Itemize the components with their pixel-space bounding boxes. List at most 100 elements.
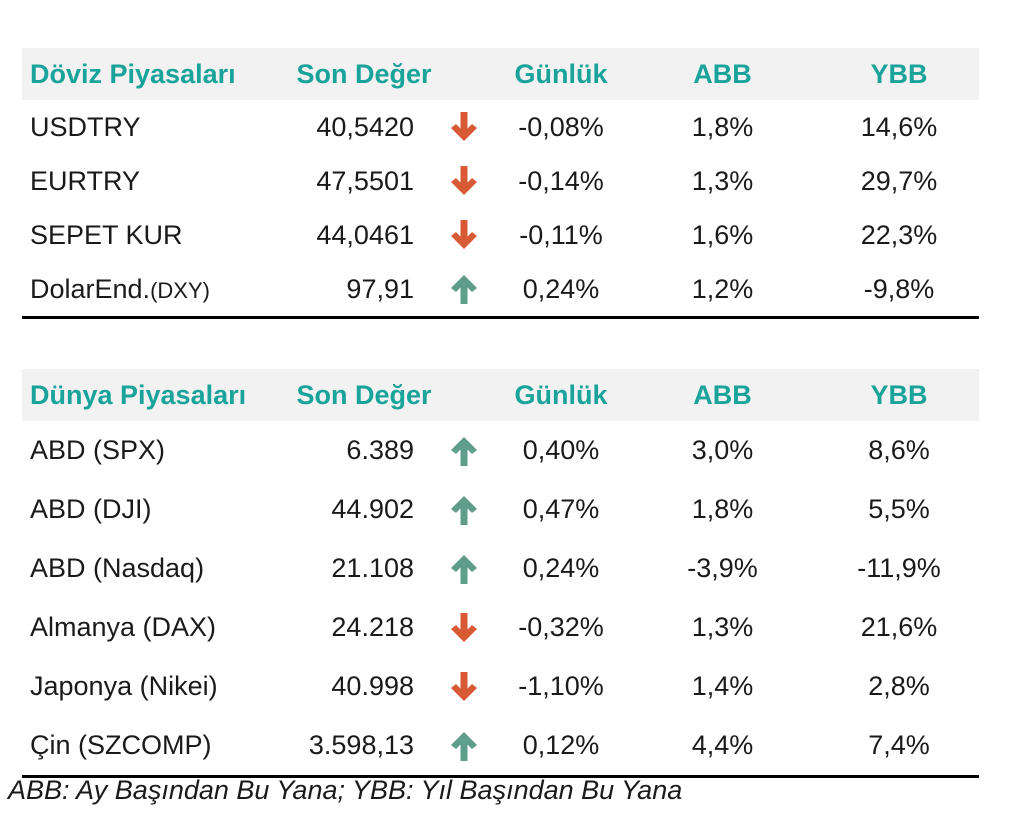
- table-row: Japonya (Nikei) 40.998 -1,10% 1,4% 2,8%: [22, 657, 979, 716]
- row-name: EURTRY: [22, 154, 282, 208]
- row-trend: [446, 421, 496, 480]
- row-daily: -0,14%: [518, 165, 604, 196]
- row-abb: 3,0%: [691, 435, 754, 465]
- table-row: USDTRY 40,5420 -0,08% 1,8% 14,6%: [22, 100, 979, 154]
- table-row: ABD (DJI) 44.902 0,47% 1,8% 5,5%: [22, 480, 979, 539]
- fx-section: Döviz Piyasaları Son Değer Günlük ABB YB…: [22, 48, 979, 319]
- row-ybb: 14,6%: [860, 111, 938, 142]
- row-name: Çin (SZCOMP): [22, 716, 282, 778]
- world-header-spacer: [446, 369, 496, 421]
- world-header-row: Dünya Piyasaları Son Değer Günlük ABB YB…: [22, 369, 979, 421]
- row-ybb: 29,7%: [860, 165, 938, 196]
- fx-table: Döviz Piyasaları Son Değer Günlük ABB YB…: [22, 48, 979, 319]
- world-header-value: Son Değer: [282, 369, 446, 421]
- row-name-text: Japonya (Nikei): [30, 671, 218, 701]
- row-trend: [446, 539, 496, 598]
- fx-header-abb: ABB: [626, 48, 819, 100]
- arrow-down-icon: [451, 220, 477, 250]
- row-daily: -0,11%: [519, 219, 603, 250]
- arrow-up-icon: [451, 436, 477, 466]
- row-daily: 0,12%: [496, 716, 626, 778]
- row-ybb: -9,8%: [819, 262, 979, 319]
- table-row: Çin (SZCOMP) 3.598,13 0,12% 4,4% 7,4%: [22, 716, 979, 778]
- row-abb: 1,4%: [691, 671, 754, 701]
- table-row: ABD (Nasdaq) 21.108 0,24% -3,9% -11,9%: [22, 539, 979, 598]
- row-abb: 1,2%: [626, 262, 819, 319]
- fx-header-daily: Günlük: [496, 48, 626, 100]
- row-trend: [446, 598, 496, 657]
- row-name-text: Almanya (DAX): [30, 612, 217, 642]
- row-ybb: -11,9%: [857, 553, 941, 583]
- arrow-up-icon: [451, 554, 477, 584]
- row-name: ABD (DJI): [22, 480, 282, 539]
- row-name-text: EURTRY: [30, 165, 141, 196]
- row-value: 21.108: [331, 553, 414, 583]
- row-daily: -0,32%: [518, 612, 604, 642]
- row-trend: [446, 154, 496, 208]
- row-abb: 1,8%: [691, 494, 754, 524]
- world-section: Dünya Piyasaları Son Değer Günlük ABB YB…: [22, 369, 979, 778]
- row-name: ABD (SPX): [22, 421, 282, 480]
- row-name: USDTRY: [22, 100, 282, 154]
- row-trend: [446, 262, 496, 319]
- arrow-up-icon: [451, 731, 477, 761]
- row-trend: [446, 100, 496, 154]
- row-trend: [446, 480, 496, 539]
- arrow-up-icon: [451, 495, 477, 525]
- footnote: ABB: Ay Başından Bu Yana; YBB: Yıl Başın…: [8, 775, 683, 805]
- fx-header-ybb: YBB: [819, 48, 979, 100]
- row-abb: 1,3%: [691, 612, 754, 642]
- table-row: SEPET KUR 44,0461 -0,11% 1,6% 22,3%: [22, 208, 979, 262]
- row-ybb: 2,8%: [868, 671, 930, 701]
- row-name: ABD (Nasdaq): [22, 539, 282, 598]
- row-name-text: SEPET KUR: [30, 219, 183, 250]
- row-abb: 1,3%: [691, 165, 754, 196]
- table-row: EURTRY 47,5501 -0,14% 1,3% 29,7%: [22, 154, 979, 208]
- row-value: 47,5501: [316, 165, 414, 196]
- fx-header-name: Döviz Piyasaları: [22, 48, 282, 100]
- row-daily: -1,10%: [518, 671, 604, 701]
- fx-header-spacer: [446, 48, 496, 100]
- row-trend: [446, 716, 496, 778]
- row-name-suffix: (DXY): [150, 277, 210, 303]
- row-name-text: ABD (DJI): [30, 494, 152, 524]
- arrow-down-icon: [451, 671, 477, 701]
- row-name-text: Çin (SZCOMP): [30, 730, 212, 760]
- row-name: Japonya (Nikei): [22, 657, 282, 716]
- fx-header-value: Son Değer: [282, 48, 446, 100]
- row-daily: 0,24%: [522, 553, 600, 583]
- row-ybb: 21,6%: [860, 612, 938, 642]
- row-abb: 1,8%: [691, 111, 754, 142]
- fx-table-body: USDTRY 40,5420 -0,08% 1,8% 14,6% EURTRY 47,550…: [22, 100, 979, 319]
- row-name: Almanya (DAX): [22, 598, 282, 657]
- arrow-down-icon: [451, 166, 477, 196]
- row-ybb: 22,3%: [860, 219, 938, 250]
- row-value: 40,5420: [316, 111, 414, 142]
- row-daily: -0,08%: [518, 111, 604, 142]
- fx-header-row: Döviz Piyasaları Son Değer Günlük ABB YB…: [22, 48, 979, 100]
- arrow-down-icon: [451, 612, 477, 642]
- row-name-text: ABD (Nasdaq): [30, 553, 205, 583]
- row-value: 44,0461: [316, 219, 414, 250]
- world-header-abb: ABB: [626, 369, 819, 421]
- arrow-down-icon: [451, 112, 477, 142]
- row-trend: [446, 657, 496, 716]
- row-abb: -3,9%: [687, 553, 758, 583]
- row-value: 97,91: [282, 262, 446, 319]
- row-trend: [446, 208, 496, 262]
- table-row: DolarEnd.(DXY) 97,91 0,24% 1,2% -9,8%: [22, 262, 979, 319]
- row-value: 6.389: [346, 435, 414, 465]
- world-header-name: Dünya Piyasaları: [22, 369, 282, 421]
- world-table: Dünya Piyasaları Son Değer Günlük ABB YB…: [22, 369, 979, 778]
- row-name-text: USDTRY: [30, 111, 141, 142]
- row-daily: 0,47%: [522, 494, 600, 524]
- row-ybb: 7,4%: [819, 716, 979, 778]
- row-value: 44.902: [331, 494, 414, 524]
- table-row: Almanya (DAX) 24.218 -0,32% 1,3% 21,6%: [22, 598, 979, 657]
- world-header-ybb: YBB: [819, 369, 979, 421]
- row-value: 3.598,13: [282, 716, 446, 778]
- row-daily: 0,40%: [522, 435, 600, 465]
- row-value: 40.998: [331, 671, 414, 701]
- row-abb: 4,4%: [626, 716, 819, 778]
- row-ybb: 8,6%: [868, 435, 930, 465]
